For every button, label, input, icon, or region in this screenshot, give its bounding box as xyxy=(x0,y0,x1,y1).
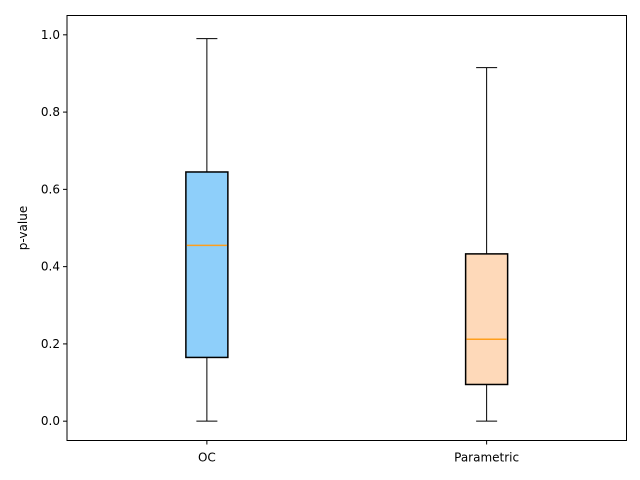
y-tick-label: 0.0 xyxy=(41,414,60,428)
y-tick-label: 0.8 xyxy=(41,105,60,119)
box-oc xyxy=(185,38,229,422)
iqr-box xyxy=(464,253,509,386)
y-tick-label: 1.0 xyxy=(41,28,60,42)
y-axis-ticks: 0.0 0.2 0.4 0.6 0.8 1.0 xyxy=(41,28,67,428)
boxes-layer xyxy=(185,38,509,422)
x-axis-ticks: OC Parametric xyxy=(198,440,519,465)
plot-frame xyxy=(66,15,627,441)
y-tick-label: 0.4 xyxy=(41,260,60,274)
x-tick-label-oc: OC xyxy=(198,451,216,465)
box-parametric xyxy=(464,67,509,422)
y-axis-label: p-value xyxy=(16,206,30,250)
iqr-box xyxy=(185,171,229,359)
y-tick-label: 0.2 xyxy=(41,337,60,351)
x-tick-label-parametric: Parametric xyxy=(454,451,519,465)
y-tick-label: 0.6 xyxy=(41,182,60,196)
